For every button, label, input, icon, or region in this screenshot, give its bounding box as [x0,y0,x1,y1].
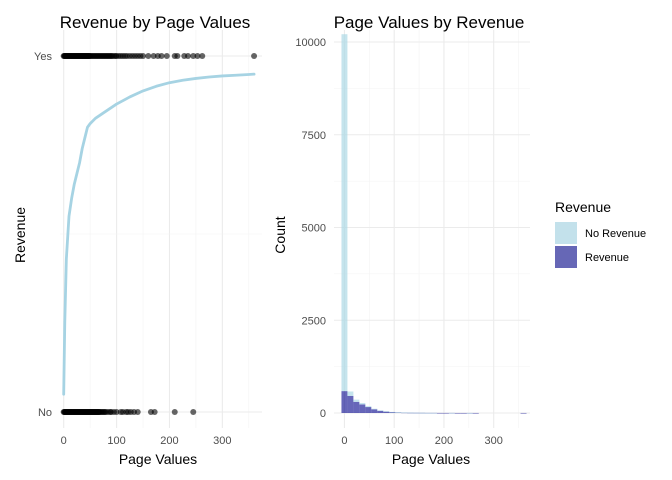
histogram-bar-no-revenue [359,402,366,405]
histogram-bar-revenue [359,404,366,413]
histogram-bar-no-revenue [413,412,420,414]
histogram-bar-revenue [371,409,378,413]
fit-line [62,72,256,396]
histogram-bar-no-revenue [341,34,348,392]
y-tick-label: 2500 [302,315,326,327]
scatter-point [184,53,191,59]
y-tick-label: Yes [34,51,52,63]
histogram-bars [341,34,527,414]
scatter-point [140,53,147,59]
scatter-point [199,53,206,59]
x-tick-label: 0 [341,435,347,447]
y-tick-label: No [38,407,52,419]
histogram-bar-no-revenue [365,406,372,408]
scatter-point [190,409,197,415]
legend: Revenue No Revenue Revenue [555,199,646,268]
scatter-x-tick-labels: 0 100 200 300 [61,435,232,447]
histogram-x-axis-title: Page Values [392,451,470,467]
histogram-bar-revenue [442,412,449,414]
y-tick-label: 0 [320,408,326,420]
histogram-bar-no-revenue [389,411,396,413]
histogram-y-tick-labels: 0 2500 5000 7500 10000 [295,37,326,420]
histogram-bar-revenue [365,407,372,413]
x-tick-label: 300 [213,435,231,447]
histogram-bar-no-revenue [448,412,455,414]
histogram-bar-no-revenue [377,410,384,411]
histogram-bar-no-revenue [383,411,390,412]
legend-title: Revenue [555,199,611,215]
scatter-x-axis-title: Page Values [119,451,197,467]
histogram-bar-revenue [341,391,348,413]
scatter-title: Revenue by Page Values [60,13,251,32]
x-tick-label: 300 [485,435,503,447]
scatter-point [158,53,165,59]
scatter-point [145,53,152,59]
scatter-point [151,409,158,415]
histogram-bar-revenue [353,401,360,413]
histogram-bar-no-revenue [347,391,354,396]
x-tick-label: 100 [385,435,403,447]
histogram-bar-no-revenue [371,408,378,410]
histogram-bar-revenue [377,410,384,413]
x-tick-label: 200 [435,435,453,447]
y-tick-label: 5000 [302,223,326,235]
x-tick-label: 100 [107,435,125,447]
y-tick-label: 10000 [295,37,326,49]
scatter-y-axis-title: Revenue [12,207,28,263]
scatter-point [190,53,197,59]
histogram-y-axis-title: Count [272,216,288,253]
legend-label-no-revenue: No Revenue [585,228,646,240]
histogram-bar-no-revenue [431,412,437,414]
scatter-point [134,409,141,415]
histogram-bar-revenue [347,395,354,413]
histogram-bar-revenue [454,412,461,414]
x-tick-label: 200 [160,435,178,447]
scatter-point [163,53,170,59]
histogram-bar-no-revenue [466,412,473,414]
scatter-point [150,53,157,59]
histogram-bar-no-revenue [425,412,432,414]
x-tick-label: 0 [61,435,67,447]
histogram-x-tick-labels: 0 100 200 300 [341,435,502,447]
histogram-bar-revenue [383,411,390,413]
histogram-bar-no-revenue [395,412,402,413]
scatter-points [60,53,258,415]
histogram-bar-no-revenue [407,412,414,414]
histogram-bar-no-revenue [419,412,426,414]
legend-label-revenue: Revenue [585,252,629,264]
histogram-bar-revenue [460,412,467,414]
scatter-point [171,409,178,415]
histogram-bar-revenue [436,412,443,414]
legend-key-no-revenue [555,222,577,244]
scatter-point [194,53,201,59]
y-tick-label: 7500 [302,130,326,142]
scatter-point [113,409,120,415]
scatter-point [251,53,258,59]
scatter-point [174,53,181,59]
histogram-bar-revenue [389,412,396,413]
histogram-bar-revenue [520,412,527,414]
histogram-title: Page Values by Revenue [334,13,525,32]
scatter-y-tick-labels: No Yes [34,51,52,419]
histogram-panel: 0 100 200 300 0 2500 5000 7500 10000 Page Value… [272,13,530,467]
histogram-bar-no-revenue [353,399,360,402]
histogram-bar-no-revenue [401,412,408,414]
histogram-bar-revenue [472,412,479,414]
legend-key-revenue [555,246,577,268]
